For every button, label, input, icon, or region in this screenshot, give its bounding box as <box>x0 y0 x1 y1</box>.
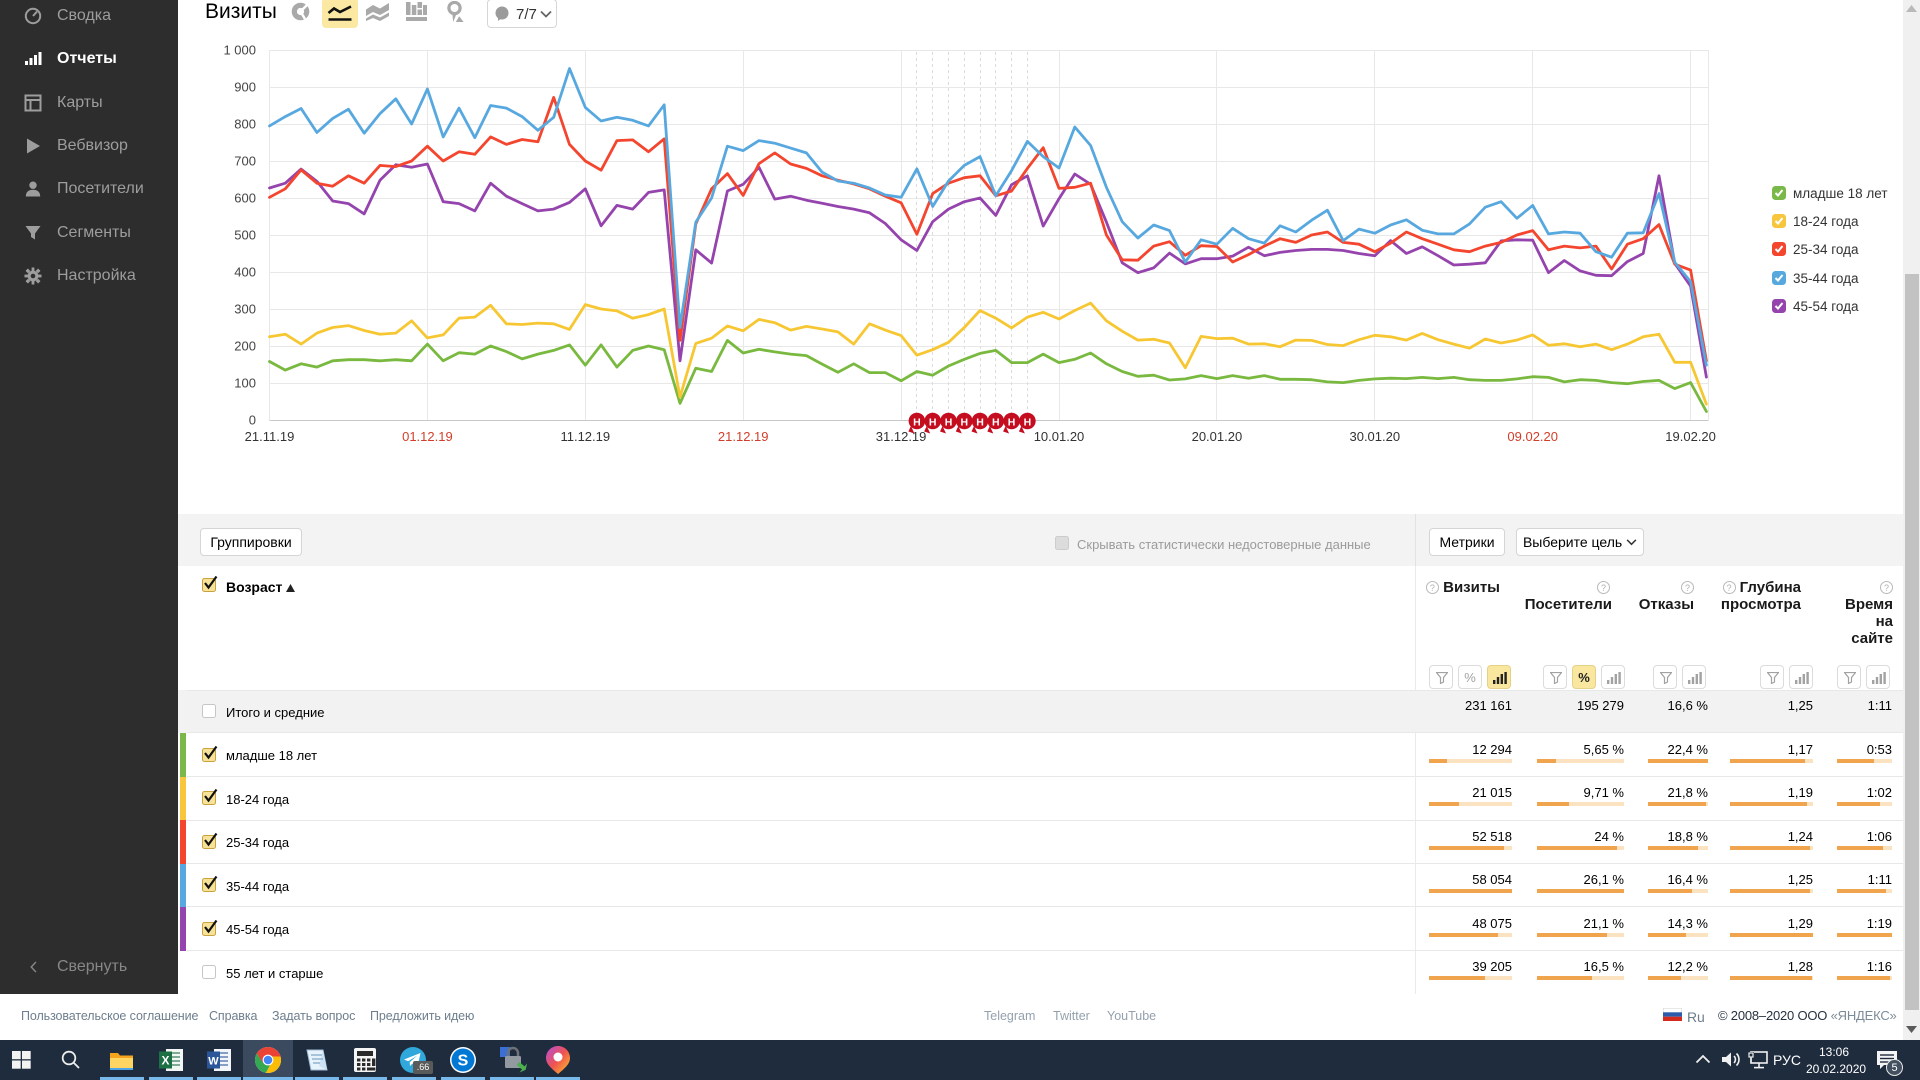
svg-text:800: 800 <box>234 117 256 132</box>
svg-text:Н: Н <box>945 417 953 429</box>
svg-text:10.01.20: 10.01.20 <box>1034 429 1085 444</box>
svg-text:21.11.19: 21.11.19 <box>245 429 295 444</box>
svg-text:11.12.19: 11.12.19 <box>560 429 610 444</box>
svg-text:Н: Н <box>929 417 937 429</box>
svg-text:09.02.20: 09.02.20 <box>1507 429 1558 444</box>
svg-text:100: 100 <box>234 376 256 391</box>
svg-text:19.02.20: 19.02.20 <box>1665 429 1716 444</box>
svg-text:200: 200 <box>234 339 256 354</box>
svg-text:31.12.19: 31.12.19 <box>876 429 927 444</box>
svg-text:900: 900 <box>234 80 256 95</box>
svg-text:Н: Н <box>1008 417 1016 429</box>
svg-text:0: 0 <box>249 413 256 428</box>
svg-text:W: W <box>208 1056 219 1068</box>
svg-text:500: 500 <box>234 228 256 243</box>
svg-text:Н: Н <box>961 417 969 429</box>
svg-text:Н: Н <box>992 417 1000 429</box>
svg-text:21.12.19: 21.12.19 <box>718 429 769 444</box>
svg-text:S: S <box>458 1053 469 1070</box>
svg-text:300: 300 <box>234 302 256 317</box>
svg-text:30.01.20: 30.01.20 <box>1349 429 1400 444</box>
svg-text:400: 400 <box>234 265 256 280</box>
svg-text:1 000: 1 000 <box>223 43 256 58</box>
svg-text:Н: Н <box>1024 417 1032 429</box>
svg-text:700: 700 <box>234 154 256 169</box>
svg-text:01.12.19: 01.12.19 <box>402 429 453 444</box>
svg-text:Н: Н <box>913 417 921 429</box>
svg-text:600: 600 <box>234 191 256 206</box>
svg-text:X: X <box>161 1054 169 1068</box>
svg-text:Н: Н <box>976 417 984 429</box>
svg-text:20.01.20: 20.01.20 <box>1192 429 1243 444</box>
